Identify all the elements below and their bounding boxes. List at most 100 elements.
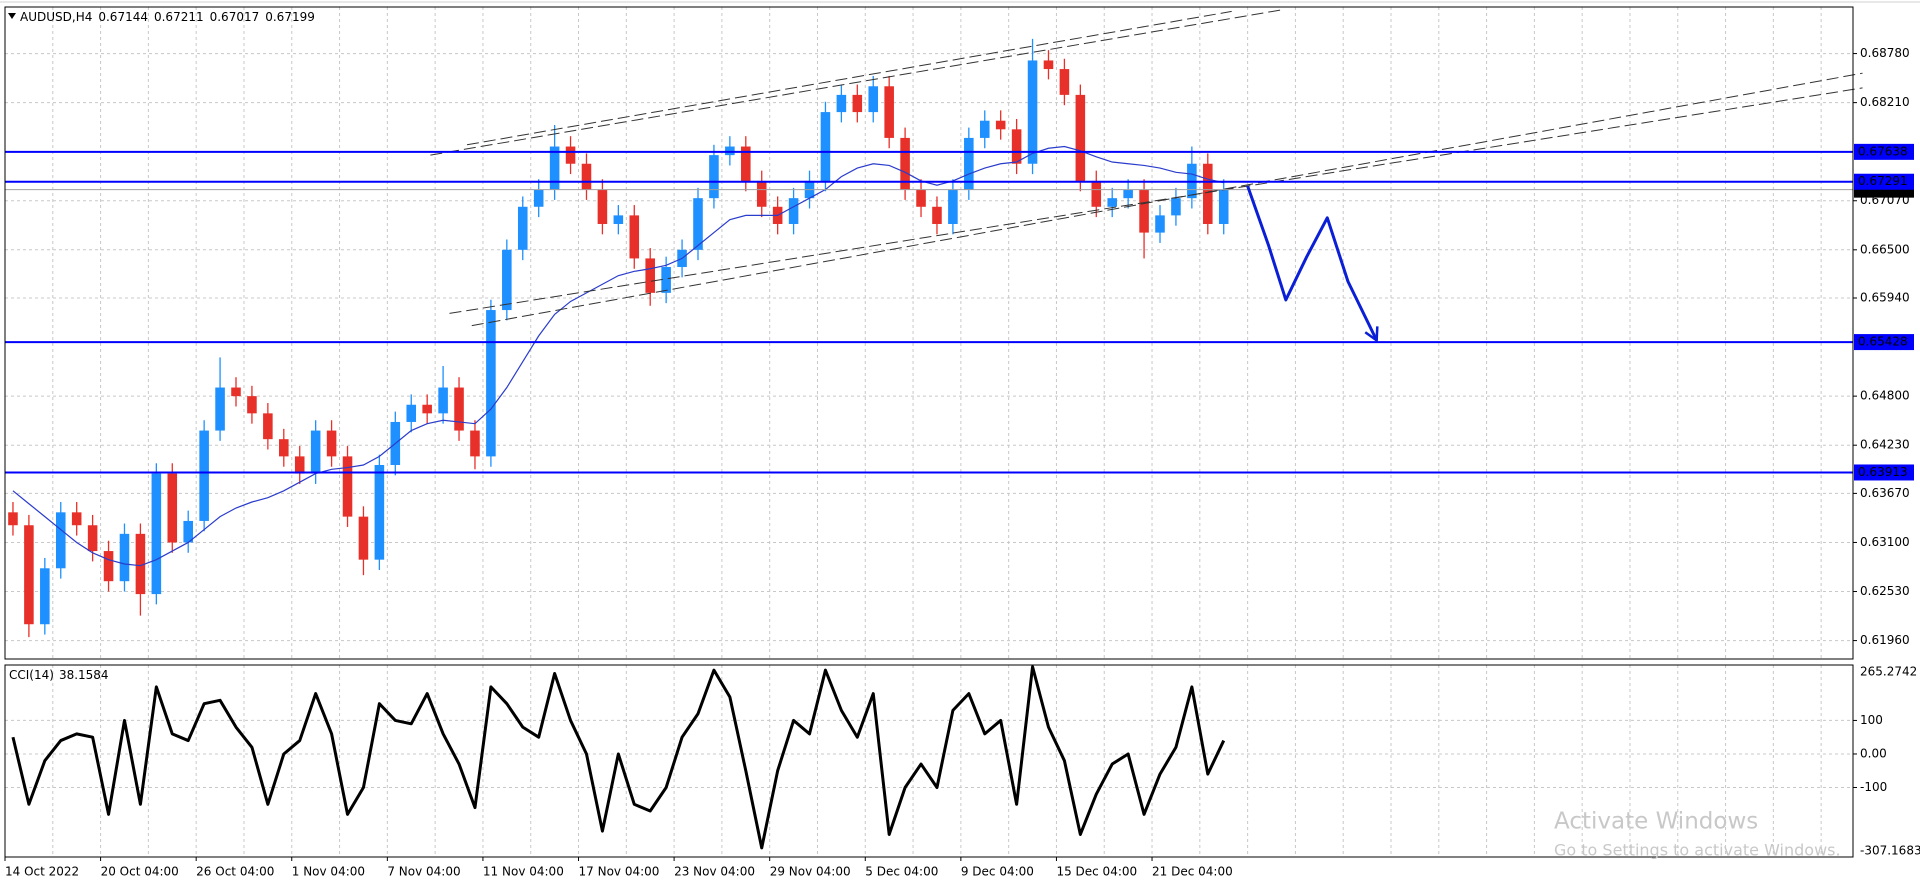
candle-body bbox=[820, 112, 831, 181]
trendline bbox=[471, 72, 1863, 327]
candle-body bbox=[581, 163, 592, 190]
y-tick-label: 0.61960 bbox=[1860, 633, 1910, 647]
y-tick-label: 0.68210 bbox=[1860, 95, 1910, 109]
indicator-line bbox=[11, 665, 1226, 850]
candle-body bbox=[103, 551, 114, 582]
candle-body bbox=[374, 464, 385, 560]
candle-body bbox=[868, 86, 879, 113]
candle-body bbox=[995, 120, 1006, 130]
x-tick-label: 21 Dec 04:00 bbox=[1152, 865, 1233, 879]
y-tick-label: 0.64230 bbox=[1860, 438, 1910, 452]
candle-body bbox=[709, 155, 719, 199]
candle-body bbox=[900, 137, 910, 190]
candle-body bbox=[1203, 163, 1213, 224]
level-label-box bbox=[1854, 173, 1914, 190]
candle-body bbox=[1059, 69, 1070, 95]
candle-body bbox=[661, 267, 671, 293]
candle-body bbox=[948, 189, 958, 224]
candle-body bbox=[629, 215, 640, 259]
candle-body bbox=[87, 525, 98, 552]
candle-body bbox=[517, 206, 528, 250]
y-tick-label: 0.63100 bbox=[1860, 535, 1910, 549]
candle-body bbox=[693, 198, 703, 250]
x-tick-label: 15 Dec 04:00 bbox=[1056, 865, 1137, 879]
y-tick-label: 100 bbox=[1860, 713, 1883, 727]
trendline bbox=[466, 10, 1232, 146]
candle-body bbox=[1218, 189, 1229, 224]
candle-body bbox=[486, 310, 496, 457]
candle-body bbox=[294, 456, 305, 474]
watermark-subtitle: Go to Settings to activate Windows. bbox=[1554, 841, 1841, 860]
symbol-menu-icon bbox=[8, 13, 16, 19]
candle-body bbox=[263, 413, 273, 440]
candle-body bbox=[231, 387, 241, 397]
candle-body bbox=[470, 430, 480, 457]
candle-body bbox=[884, 86, 894, 138]
candle-body bbox=[788, 198, 799, 224]
candle-body bbox=[1011, 129, 1022, 164]
candle-body bbox=[1171, 198, 1181, 216]
level-label: 0.63913 bbox=[1858, 465, 1908, 479]
x-tick-label: 29 Nov 04:00 bbox=[770, 865, 851, 879]
ohlc-value: 0.67144 bbox=[98, 10, 148, 24]
candle-body bbox=[24, 525, 34, 625]
level-label: 0.67291 bbox=[1858, 174, 1908, 188]
candle-body bbox=[119, 533, 130, 582]
y-tick-label: 0.00 bbox=[1860, 746, 1887, 760]
candle-body bbox=[932, 206, 942, 224]
y-tick-label: -100 bbox=[1860, 780, 1887, 794]
level-label-box bbox=[1854, 143, 1914, 160]
candle-body bbox=[725, 146, 735, 156]
main-panel-frame bbox=[4, 6, 1854, 660]
candle-body bbox=[597, 189, 608, 224]
candle-body bbox=[565, 146, 576, 164]
forecast-path bbox=[1246, 185, 1379, 342]
candle-body bbox=[8, 512, 18, 526]
y-tick-label: 0.68780 bbox=[1860, 46, 1910, 60]
indicator-panel-frame bbox=[4, 664, 1854, 858]
candle-body bbox=[406, 404, 417, 422]
candle-body bbox=[342, 456, 353, 517]
indicator-value: 38.1584 bbox=[59, 668, 109, 682]
candle-body bbox=[40, 568, 50, 625]
candle-body bbox=[613, 215, 624, 224]
candle-body bbox=[199, 430, 209, 521]
candle-body bbox=[1043, 60, 1054, 70]
candle-body bbox=[247, 396, 257, 414]
level-label-box bbox=[1854, 334, 1914, 351]
candle-body bbox=[215, 387, 225, 431]
y-tick-label: 0.65940 bbox=[1860, 291, 1910, 305]
candle-body bbox=[852, 94, 863, 113]
candle-body bbox=[310, 430, 321, 474]
candle-body bbox=[645, 258, 655, 293]
candle-body bbox=[741, 146, 751, 181]
candle-body bbox=[326, 430, 337, 457]
level-label: 0.67638 bbox=[1858, 144, 1908, 158]
ohlc-value: 0.67017 bbox=[210, 10, 260, 24]
symbol-title: AUDUSD,H4 bbox=[20, 10, 92, 24]
ohlc-value: 0.67211 bbox=[154, 10, 204, 24]
candle-body bbox=[151, 473, 162, 595]
candle-body bbox=[1155, 215, 1165, 233]
candle-body bbox=[1123, 189, 1133, 199]
candle-body bbox=[502, 249, 512, 311]
y-axis-max-label: 265.2742 bbox=[1860, 665, 1917, 679]
candle-body bbox=[167, 473, 178, 543]
candle-body bbox=[964, 137, 974, 190]
candle-body bbox=[279, 439, 289, 457]
candle-body bbox=[756, 180, 767, 207]
forecast-arrowhead bbox=[1364, 326, 1379, 343]
candle-body bbox=[422, 404, 432, 414]
y-tick-label: 0.64800 bbox=[1860, 389, 1910, 403]
x-tick-label: 11 Nov 04:00 bbox=[483, 865, 564, 879]
candle-body bbox=[454, 387, 464, 431]
x-tick-label: 23 Nov 04:00 bbox=[674, 865, 755, 879]
level-label: 0.65428 bbox=[1858, 335, 1908, 349]
candle-body bbox=[1139, 189, 1149, 233]
candle-body bbox=[1027, 60, 1038, 164]
y-tick-label: 0.66500 bbox=[1860, 242, 1910, 256]
x-tick-label: 1 Nov 04:00 bbox=[292, 865, 365, 879]
candle-body bbox=[71, 512, 82, 526]
level-label-box bbox=[1854, 464, 1914, 481]
